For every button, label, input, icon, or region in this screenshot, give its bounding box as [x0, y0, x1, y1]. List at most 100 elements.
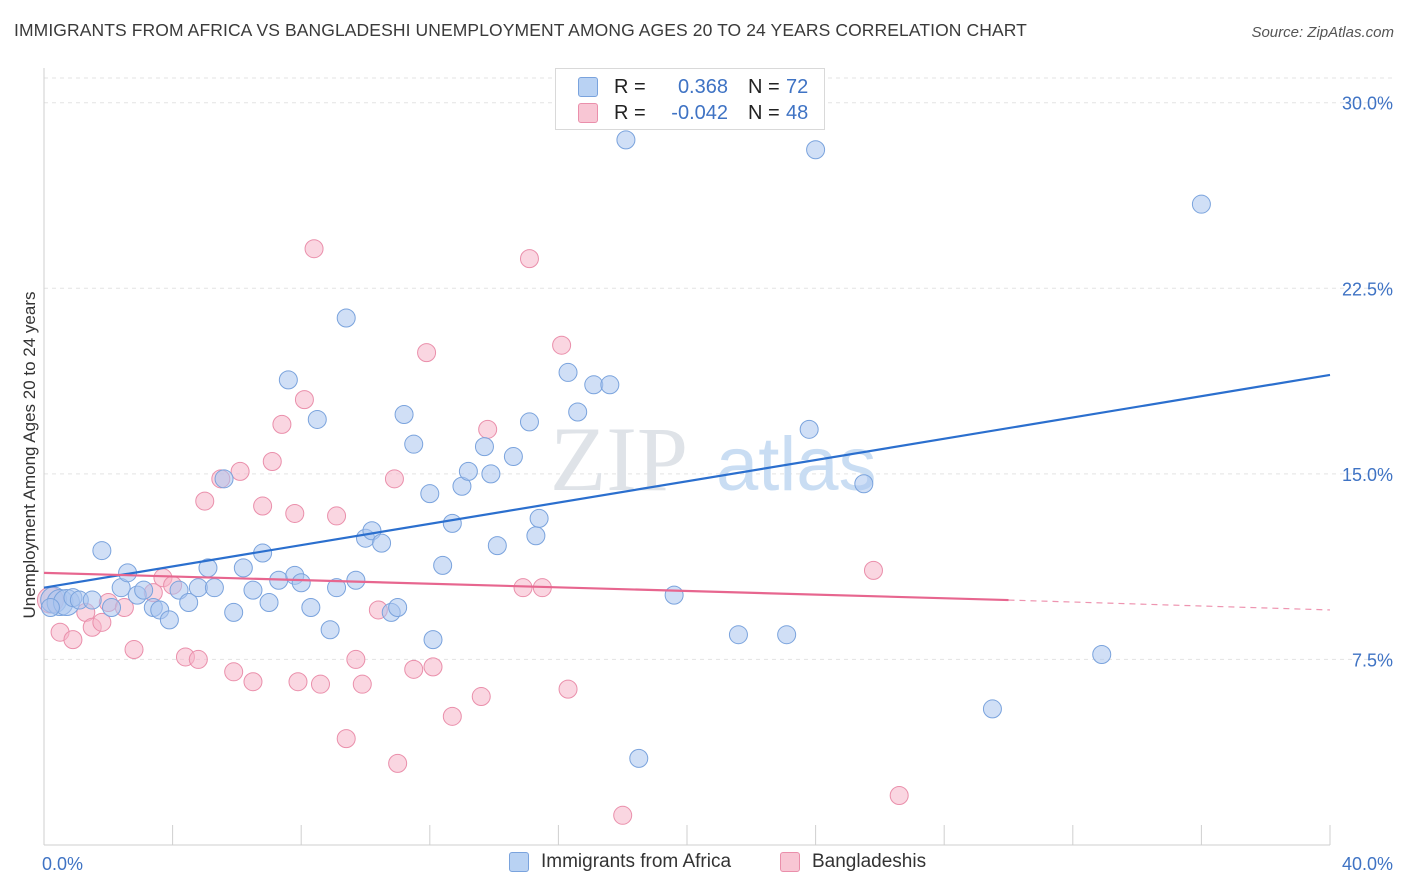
data-point-africa: [291, 573, 311, 593]
data-point-bangladeshis: [188, 649, 208, 669]
series-legend-label-africa: Immigrants from Africa: [541, 851, 732, 872]
data-point-bangladeshis: [310, 674, 330, 694]
data-point-bangladeshis: [195, 491, 215, 511]
data-point-africa: [159, 610, 179, 630]
data-point-bangladeshis: [423, 657, 443, 677]
data-point-africa: [320, 620, 340, 640]
data-point-bangladeshis: [442, 706, 462, 726]
trend-line-africa: [43, 373, 1331, 589]
data-point-africa: [388, 597, 408, 617]
data-point-africa: [259, 593, 279, 613]
y-tick-label: 15.0%: [1342, 465, 1393, 485]
data-point-bangladeshis: [471, 687, 491, 707]
data-point-bangladeshis: [262, 452, 282, 471]
data-point-bangladeshis: [384, 469, 404, 489]
data-point-africa: [519, 412, 539, 432]
legend-n-label: N =: [748, 101, 780, 124]
data-point-bangladeshis: [304, 239, 324, 259]
watermark-zip: ZIP: [550, 408, 688, 510]
data-point-bangladeshis: [478, 419, 498, 439]
data-point-bangladeshis: [288, 672, 308, 692]
data-point-africa: [584, 375, 604, 395]
trend-line-bangladeshis-extension: [1008, 599, 1331, 611]
legend-r-label: R =: [614, 75, 646, 98]
data-point-africa: [134, 580, 154, 600]
data-point-africa: [806, 140, 826, 160]
data-point-bangladeshis: [889, 786, 909, 806]
data-point-africa: [664, 585, 684, 605]
legend-n-value: 48: [786, 101, 809, 124]
x-tick-label: 0.0%: [42, 854, 83, 874]
data-point-africa: [188, 578, 208, 598]
data-point-africa: [327, 578, 347, 598]
data-point-africa: [629, 748, 649, 768]
data-point-africa: [243, 580, 263, 600]
data-point-africa: [616, 130, 636, 150]
data-point-africa: [1092, 644, 1112, 664]
data-point-africa: [346, 570, 366, 590]
series-bangladeshis: [36, 239, 909, 825]
data-point-africa: [487, 536, 507, 556]
watermark-atlas: atlas: [716, 422, 877, 507]
data-point-africa: [423, 630, 443, 650]
data-point-africa: [568, 402, 588, 422]
data-point-africa: [278, 370, 298, 390]
series-legend-bangladeshis[interactable]: Bangladeshis: [780, 851, 926, 873]
data-point-bangladeshis: [352, 674, 372, 694]
data-point-africa: [179, 593, 199, 613]
series-legend-label-bangladeshis: Bangladeshis: [812, 851, 927, 872]
data-point-bangladeshis: [552, 335, 572, 355]
data-point-africa: [600, 375, 620, 395]
data-point-africa: [433, 555, 453, 575]
data-point-africa: [420, 484, 440, 504]
legend-row-bangladeshis: R = -0.042 N = 48: [578, 100, 808, 126]
data-point-bangladeshis: [417, 343, 437, 363]
data-point-bangladeshis: [388, 753, 408, 773]
data-point-bangladeshis: [285, 503, 305, 523]
data-point-bangladeshis: [519, 249, 539, 269]
data-point-bangladeshis: [327, 506, 347, 526]
data-point-bangladeshis: [92, 612, 112, 632]
data-point-bangladeshis: [272, 414, 292, 434]
data-point-africa: [458, 461, 478, 481]
data-point-africa: [224, 602, 244, 622]
data-point-bangladeshis: [336, 729, 356, 749]
series-immigrants-from-africa: [40, 130, 1211, 768]
data-point-africa: [102, 597, 122, 617]
trend-lines: [43, 373, 1331, 611]
data-point-bangladeshis: [243, 672, 263, 692]
legend-n-label: N =: [748, 75, 780, 98]
data-point-africa: [372, 533, 392, 553]
data-point-africa: [40, 597, 60, 617]
correlation-legend: R = 0.368 N = 72 R = -0.042 N = 48: [555, 68, 825, 130]
data-point-bangladeshis: [224, 662, 244, 682]
data-point-africa: [777, 625, 797, 645]
series-legend: Immigrants from Africa Bangladeshis: [0, 851, 1406, 881]
data-point-bangladeshis: [253, 496, 273, 516]
legend-r-label: R =: [614, 101, 646, 124]
data-point-africa: [728, 625, 748, 645]
data-point-africa: [799, 419, 819, 439]
data-point-africa: [982, 699, 1002, 719]
data-point-africa: [526, 526, 546, 546]
data-point-bangladeshis: [294, 390, 314, 410]
x-tick-label: 40.0%: [1342, 854, 1393, 874]
y-tick-label: 30.0%: [1342, 94, 1393, 114]
data-point-bangladeshis: [124, 640, 144, 660]
data-point-africa: [394, 404, 414, 424]
data-point-bangladeshis: [404, 659, 424, 679]
data-point-africa: [442, 513, 462, 533]
data-point-africa: [301, 597, 321, 617]
data-point-africa: [307, 409, 327, 429]
data-point-africa: [204, 578, 224, 598]
series-legend-swatch-bangladeshis: [780, 852, 800, 872]
chart-title: IMMIGRANTS FROM AFRICA VS BANGLADESHI UN…: [14, 20, 1027, 40]
y-tick-label: 7.5%: [1352, 650, 1393, 670]
data-point-africa: [233, 558, 253, 578]
legend-row-africa: R = 0.368 N = 72: [578, 74, 808, 100]
data-point-africa: [82, 590, 102, 610]
data-point-africa: [529, 508, 549, 528]
axes: [43, 68, 1331, 846]
series-legend-africa[interactable]: Immigrants from Africa: [509, 851, 731, 873]
